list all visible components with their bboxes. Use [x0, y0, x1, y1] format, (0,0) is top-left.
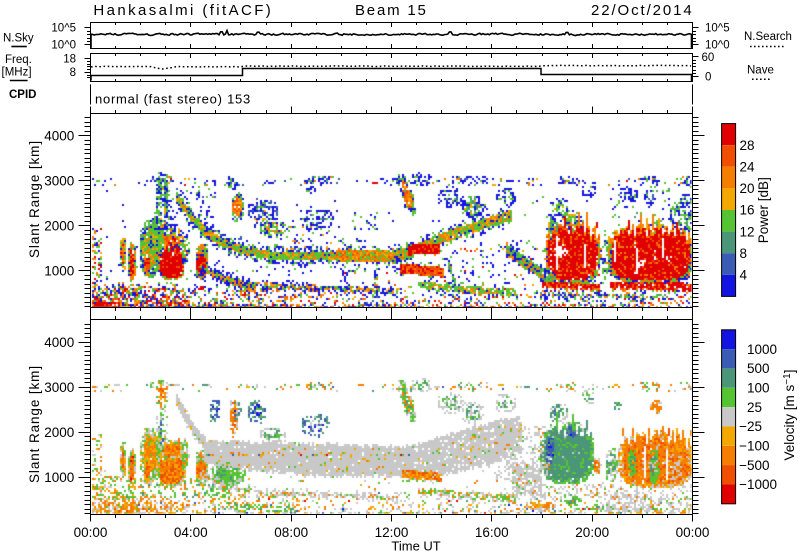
svg-text:4: 4 — [740, 268, 748, 283]
svg-text:8: 8 — [70, 67, 76, 79]
svg-text:Beam 15: Beam 15 — [355, 2, 428, 19]
svg-text:Slant Range [km]: Slant Range [km] — [27, 140, 42, 258]
svg-text:3000: 3000 — [44, 380, 74, 395]
svg-text:−25: −25 — [739, 419, 762, 434]
svg-text:25: 25 — [747, 400, 762, 415]
svg-text:3000: 3000 — [44, 174, 74, 189]
svg-text:Nave: Nave — [747, 64, 774, 76]
svg-text:1000: 1000 — [44, 264, 74, 279]
svg-text:N.Sky: N.Sky — [3, 33, 34, 45]
svg-text:12:00: 12:00 — [375, 525, 409, 540]
svg-text:1000: 1000 — [44, 470, 74, 485]
svg-text:60: 60 — [702, 52, 715, 64]
svg-text:500: 500 — [747, 361, 770, 376]
svg-text:−100: −100 — [739, 439, 769, 454]
svg-text:10^5: 10^5 — [51, 23, 76, 35]
svg-text:04:00: 04:00 — [174, 525, 208, 540]
svg-text:16: 16 — [740, 203, 755, 218]
svg-text:normal (fast stereo) 153: normal (fast stereo) 153 — [95, 92, 251, 107]
svg-text:8: 8 — [740, 246, 748, 261]
svg-text:Time UT: Time UT — [391, 539, 440, 554]
svg-text:−500: −500 — [739, 458, 769, 473]
svg-text:0: 0 — [705, 72, 711, 84]
svg-text:24: 24 — [740, 160, 756, 175]
svg-text:10^0: 10^0 — [705, 40, 730, 52]
svg-text:22/Oct/2014: 22/Oct/2014 — [591, 2, 694, 19]
svg-text:08:00: 08:00 — [274, 525, 308, 540]
svg-text:100: 100 — [747, 381, 770, 396]
svg-text:4000: 4000 — [44, 129, 74, 144]
svg-text:N.Search: N.Search — [744, 31, 792, 43]
svg-text:20:00: 20:00 — [575, 525, 609, 540]
svg-text:Hankasalmi (fitACF): Hankasalmi (fitACF) — [93, 2, 273, 19]
svg-text:00:00: 00:00 — [74, 525, 108, 540]
svg-text:Slant Range [km]: Slant Range [km] — [27, 365, 42, 483]
svg-text:00:00: 00:00 — [676, 525, 710, 540]
svg-text:12: 12 — [740, 224, 755, 239]
svg-text:28: 28 — [740, 138, 755, 153]
svg-text:10^5: 10^5 — [705, 23, 730, 35]
svg-text:Velocity [m s−1]: Velocity [m s−1] — [782, 370, 797, 461]
svg-text:2000: 2000 — [44, 425, 74, 440]
svg-text:20: 20 — [740, 181, 755, 196]
svg-text:[MHz]: [MHz] — [2, 66, 32, 78]
svg-text:10^0: 10^0 — [51, 40, 76, 52]
svg-text:Power [dB]: Power [dB] — [756, 177, 771, 243]
svg-text:1000: 1000 — [747, 342, 777, 357]
svg-text:16:00: 16:00 — [475, 525, 509, 540]
svg-text:CPID: CPID — [9, 89, 36, 101]
svg-text:−1000: −1000 — [739, 477, 777, 492]
svg-text:2000: 2000 — [44, 219, 74, 234]
svg-text:4000: 4000 — [44, 335, 74, 350]
svg-text:18: 18 — [63, 53, 76, 65]
svg-text:Freq.: Freq. — [5, 54, 32, 66]
